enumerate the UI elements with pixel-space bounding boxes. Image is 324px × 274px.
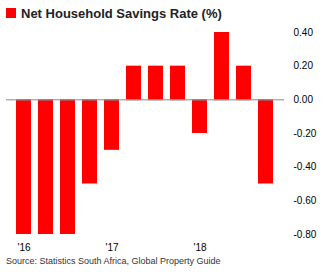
svg-text:-0.80: -0.80 (294, 229, 317, 240)
svg-text:0.20: 0.20 (294, 60, 314, 71)
svg-text:-0.60: -0.60 (294, 195, 317, 206)
svg-text:'16: '16 (17, 242, 30, 253)
html-text:Net Household Savings Rate (%): Net Household Savings Rate (%) (21, 5, 222, 21)
svg-text:0.40: 0.40 (294, 27, 314, 38)
svg-text:-0.40: -0.40 (294, 161, 317, 172)
html-text:Source: Statistics South Afric: Source: Statistics South Africa, Global … (6, 256, 221, 266)
svg-text:0.00: 0.00 (294, 94, 314, 105)
svg-text:-0.20: -0.20 (294, 128, 317, 139)
svg-text:'18: '18 (193, 242, 206, 253)
svg-text:'17: '17 (105, 242, 118, 253)
